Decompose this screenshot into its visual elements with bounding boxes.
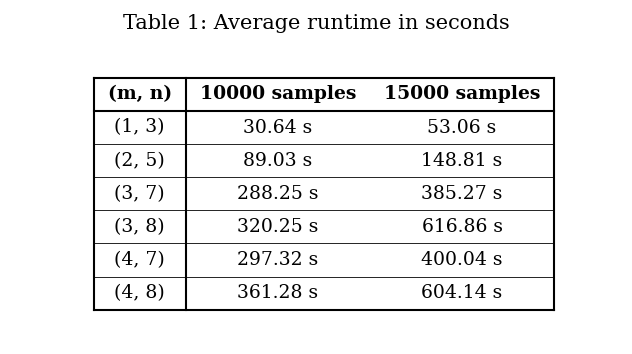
Text: 148.81 s: 148.81 s bbox=[422, 152, 502, 170]
Text: 288.25 s: 288.25 s bbox=[237, 185, 319, 203]
Text: 30.64 s: 30.64 s bbox=[243, 119, 312, 137]
Text: 297.32 s: 297.32 s bbox=[237, 251, 319, 269]
Text: (1, 3): (1, 3) bbox=[114, 119, 165, 137]
Text: 320.25 s: 320.25 s bbox=[237, 218, 319, 236]
Text: 361.28 s: 361.28 s bbox=[237, 284, 319, 302]
Text: (3, 8): (3, 8) bbox=[114, 218, 165, 236]
Text: 10000 samples: 10000 samples bbox=[200, 85, 356, 103]
Text: (4, 8): (4, 8) bbox=[114, 284, 165, 302]
Text: 604.14 s: 604.14 s bbox=[422, 284, 502, 302]
Text: 89.03 s: 89.03 s bbox=[243, 152, 312, 170]
Text: (m, n): (m, n) bbox=[107, 85, 172, 103]
Text: 53.06 s: 53.06 s bbox=[427, 119, 497, 137]
Text: (2, 5): (2, 5) bbox=[114, 152, 165, 170]
Text: (4, 7): (4, 7) bbox=[114, 251, 165, 269]
Text: 400.04 s: 400.04 s bbox=[422, 251, 503, 269]
Text: Table 1: Average runtime in seconds: Table 1: Average runtime in seconds bbox=[123, 14, 509, 33]
Text: 15000 samples: 15000 samples bbox=[384, 85, 540, 103]
Text: 616.86 s: 616.86 s bbox=[422, 218, 502, 236]
Text: 385.27 s: 385.27 s bbox=[422, 185, 502, 203]
Text: (3, 7): (3, 7) bbox=[114, 185, 165, 203]
